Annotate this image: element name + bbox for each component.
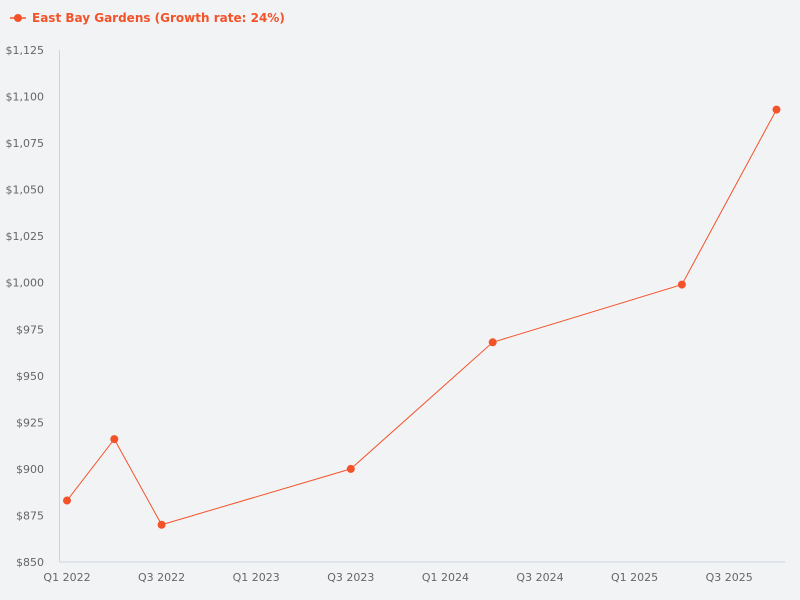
data-point[interactable]	[157, 520, 166, 529]
x-axis-ticks: Q1 2022 Q3 2022 Q1 2023 Q3 2023 Q1 2024 Q3 20…	[43, 571, 752, 584]
y-tick-label: $900	[16, 463, 44, 476]
y-tick-label: $1,000	[6, 277, 45, 290]
x-tick-label: Q3 2022	[138, 571, 185, 584]
x-tick-label: Q3 2024	[516, 571, 563, 584]
y-tick-label: $1,050	[6, 184, 45, 197]
y-tick-label: $925	[16, 416, 44, 429]
x-tick-label: Q3 2023	[327, 571, 374, 584]
y-tick-label: $950	[16, 370, 44, 383]
data-point[interactable]	[772, 105, 781, 114]
series-line	[66, 109, 777, 526]
data-point[interactable]	[488, 338, 497, 347]
data-point[interactable]	[346, 464, 355, 473]
axes	[59, 50, 785, 563]
x-tick-label: Q1 2023	[233, 571, 280, 584]
y-tick-label: $1,075	[6, 137, 45, 150]
series-east-bay-gardens	[63, 105, 781, 529]
y-tick-label: $1,025	[6, 230, 45, 243]
legend-label: East Bay Gardens (Growth rate: 24%)	[32, 11, 285, 25]
y-tick-label: $850	[16, 556, 44, 569]
y-tick-label: $875	[16, 509, 44, 522]
y-tick-label: $975	[16, 323, 44, 336]
legend-line-marker-icon	[10, 14, 26, 22]
data-point[interactable]	[677, 280, 686, 289]
x-tick-label: Q1 2025	[611, 571, 658, 584]
chart-legend[interactable]: East Bay Gardens (Growth rate: 24%)	[10, 9, 285, 27]
data-point[interactable]	[110, 435, 119, 444]
y-tick-label: $1,125	[6, 44, 45, 57]
y-axis-ticks: $850 $875 $900 $925 $950 $975 $1,000 $1,025 $1,0…	[6, 44, 45, 569]
x-tick-label: Q1 2024	[422, 571, 469, 584]
x-tick-label: Q1 2022	[43, 571, 90, 584]
data-point[interactable]	[63, 496, 71, 505]
x-tick-label: Q3 2025	[706, 571, 753, 584]
y-tick-label: $1,100	[6, 91, 45, 104]
